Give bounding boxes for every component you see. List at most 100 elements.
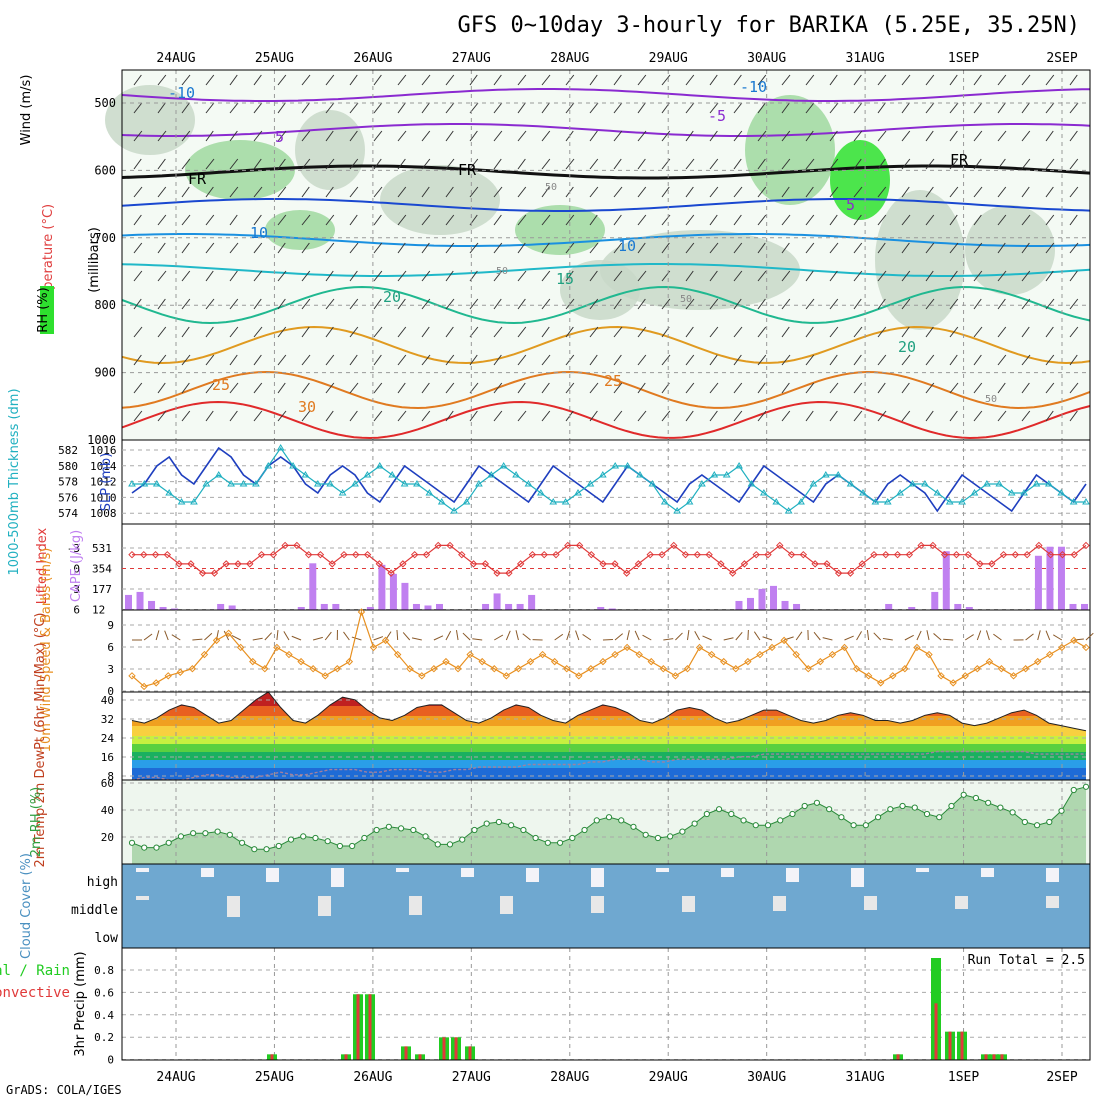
wind-barb: [709, 102, 719, 114]
wind-speed-marker: [647, 657, 655, 666]
wind-barb: [181, 158, 191, 170]
wind-barb: [1045, 354, 1055, 366]
wind-barb: [733, 242, 743, 254]
wind-barb: [901, 214, 911, 226]
wind-barb: [805, 410, 814, 422]
thickness-marker: [276, 444, 285, 451]
thickness-marker: [883, 498, 892, 505]
date-label-bottom: 26AUG: [353, 1070, 392, 1085]
rh-marker: [1033, 822, 1041, 829]
wind-barb: [325, 410, 334, 422]
lifted-index-marker: [976, 560, 984, 568]
cape-bar: [1081, 603, 1088, 610]
wind-barb: [757, 382, 766, 394]
contour-label: 10: [618, 237, 636, 255]
lifted-index-marker: [1082, 541, 1090, 550]
wind-speed-marker: [261, 665, 269, 673]
rh-marker: [190, 830, 197, 837]
wind-barb: [277, 242, 286, 254]
cape-bar: [931, 591, 939, 610]
wind-barb: [829, 74, 838, 86]
rh-legend-label: RH (%): [36, 287, 51, 332]
wind-barb: [229, 298, 239, 310]
wind-barb: [901, 186, 910, 198]
temp-band: [132, 768, 1086, 780]
wind-barb: [397, 102, 406, 114]
date-label-bottom: 24AUG: [156, 1070, 195, 1085]
rh-marker: [630, 823, 637, 830]
wind-barb: [277, 214, 287, 226]
precip-panel: 0.8 0.6 0.4 0.2 0 Run Total = 2.5 3hr Precip (…: [0, 947, 1091, 1067]
wind-barb: [517, 326, 527, 338]
lifted-index-marker: [858, 560, 866, 568]
wind-barb: [373, 242, 383, 254]
thickness-tick-label: 582: [58, 444, 78, 457]
slp-tick-label: 1012: [90, 476, 117, 489]
wind-barb: [445, 130, 454, 142]
wind-barb: [469, 130, 478, 142]
pressure-axis-title: (millibars): [87, 227, 102, 293]
wind-barb: [925, 270, 934, 282]
wind-barb: [313, 636, 323, 641]
wind-barb: [517, 298, 526, 310]
wind-barb: [873, 632, 882, 641]
isotherm-line: [121, 123, 1091, 137]
cape-bar: [171, 608, 179, 610]
wind-barb: [901, 242, 910, 254]
wind-barb: [685, 326, 694, 338]
wind-speed-marker: [224, 629, 233, 637]
rh-marker: [605, 814, 613, 821]
wind-barb: [805, 298, 815, 310]
rh-marker: [410, 826, 417, 834]
wind-barb: [901, 74, 911, 86]
wind-barb: [517, 186, 527, 198]
wind-barb: [1045, 102, 1055, 114]
thickness-marker: [660, 498, 669, 505]
wind-barb: [181, 186, 190, 198]
rh-marker: [1070, 786, 1077, 794]
wind-barb: [829, 410, 838, 422]
wind-barb: [133, 158, 142, 170]
precip-tick-label: 0.6: [94, 986, 114, 999]
wind-barb: [925, 214, 935, 226]
wind-barb: [373, 354, 382, 366]
wind-speed-marker: [623, 643, 631, 652]
thickness-marker: [586, 480, 595, 487]
thickness-marker: [846, 480, 855, 487]
wind-barb: [229, 326, 239, 338]
wind-barb: [229, 186, 239, 198]
wind-barb: [349, 242, 359, 254]
cape-bar: [942, 551, 950, 610]
cloud-high-block: [526, 868, 539, 882]
lifted-index-marker: [587, 550, 596, 559]
wind-speed-marker: [490, 665, 498, 673]
wind-speed-marker: [514, 665, 523, 673]
wind-barb: [916, 630, 922, 641]
wind-barb: [541, 102, 550, 114]
li-tick-label: 0: [73, 563, 80, 576]
rh-marker: [1046, 818, 1053, 826]
wind-barb: [133, 74, 142, 86]
wind-barb: [472, 638, 483, 641]
rh-marker: [324, 838, 331, 845]
wind-barb: [589, 298, 599, 310]
wind-barb: [901, 326, 910, 338]
precip-convective-bar: [270, 1054, 274, 1060]
wind-speed-marker: [345, 657, 354, 666]
wind-barb: [181, 270, 191, 282]
precip-convective-bar: [1000, 1054, 1004, 1060]
wind-barb: [685, 242, 695, 254]
wind-barb: [517, 410, 527, 422]
wind-barb: [589, 130, 598, 142]
wind-barb: [469, 354, 478, 366]
wind-speed-marker: [152, 679, 160, 687]
wind-barb: [589, 242, 599, 254]
wind-barb: [877, 214, 887, 226]
wind-barb: [637, 382, 646, 394]
wind-barb: [493, 186, 503, 198]
wind-barb: [515, 630, 519, 641]
wind-speed-marker: [683, 665, 692, 673]
wind-barb: [349, 158, 359, 170]
cloud-high-block: [916, 868, 929, 872]
wind-barb: [709, 74, 718, 86]
